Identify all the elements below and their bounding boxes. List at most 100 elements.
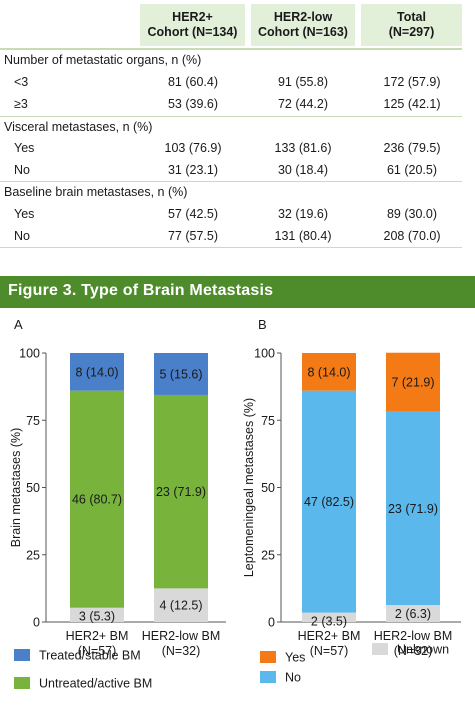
header-divider [0,48,462,50]
panel-label: A [14,317,23,332]
cell-total: 89 (30.0) [386,207,438,221]
row-label: Yes [14,141,35,155]
bar-segment [154,353,208,395]
row-label: No [14,229,30,243]
y-tick-label: 100 [254,347,275,361]
x-tick-label: HER2+ BM [66,629,129,643]
cell-her2plus: 31 (23.1) [167,163,219,177]
cell-total: 236 (79.5) [383,141,441,155]
cell-her2low: 131 (80.4) [274,229,332,243]
bar-segment [302,612,356,622]
y-tick-label: 0 [33,616,40,630]
data-label: 8 (14.0) [75,365,118,379]
x-tick-label: (N=57) [310,644,349,658]
data-label: 7 (21.9) [391,376,434,390]
y-tick-label: 25 [261,548,275,562]
legend-label: No [285,671,301,685]
table-row: ≥3 53 (39.6) 72 (44.2) 125 (42.1) [0,94,462,116]
x-tick-label: HER2-low BM [142,629,221,643]
bar-segment [386,352,440,412]
legend-swatch [372,643,388,655]
header-total-line1: Total [397,10,426,24]
bar-segment [154,394,208,589]
row-label: <3 [14,75,29,89]
data-label: 46 (80.7) [72,493,122,507]
table-row: Yes 103 (76.9) 133 (81.6) 236 (79.5) [0,138,462,160]
y-tick-label: 100 [19,347,40,361]
legend-swatch [14,677,30,689]
stacked-bar-charts: A Brain metastases (%) 0 25 50 75 100 3 (5.3) 46… [9,317,461,691]
cell-total: 172 (57.9) [383,75,441,89]
section-title: Visceral metastases, n (%) [4,120,153,134]
data-label: 23 (71.9) [156,485,206,499]
cell-her2low: 30 (18.4) [277,163,329,177]
bar-segment [70,390,124,608]
section-title-row: Visceral metastases, n (%) [0,117,462,139]
y-tick-label: 25 [26,548,40,562]
y-tick-label: 75 [26,414,40,428]
y-tick-label: 75 [261,414,275,428]
x-tick-label: (N=57) [78,644,117,658]
legend-label: Treated/stable BM [39,649,141,663]
x-tick-label: (N=32) [394,644,433,658]
x-tick-label: (N=32) [162,644,201,658]
data-label: 4 (12.5) [159,599,202,613]
section-title: Baseline brain metastases, n (%) [4,185,188,199]
data-label: 8 (14.0) [307,365,350,379]
header-her2plus-line1: HER2+ [172,10,213,24]
x-tick-label: HER2+ BM [298,629,361,643]
section-title-row: Baseline brain metastases, n (%) [0,182,462,204]
table-row: No 31 (23.1) 30 (18.4) 61 (20.5) [0,160,462,182]
y-axis-label: Leptomeningeal metastases (%) [242,398,256,577]
cell-total: 61 (20.5) [386,163,438,177]
cell-her2plus: 103 (76.9) [164,141,222,155]
y-tick-label: 50 [26,481,40,495]
y-axis-label: Brain metastases (%) [9,428,23,547]
legend-label: Untreated/active BM [39,677,152,691]
panel-label: B [258,317,267,332]
cell-total: 125 (42.1) [383,97,441,111]
y-tick-label: 50 [261,481,275,495]
table-row: No 77 (57.5) 131 (80.4) 208 (70.0) [0,226,462,248]
section-title-row: Number of metastatic organs, n (%) [0,50,462,72]
cell-her2plus: 57 (42.5) [167,207,219,221]
cell-her2plus: 53 (39.6) [167,97,219,111]
data-label: 5 (15.6) [159,367,202,381]
cell-her2low: 91 (55.8) [277,75,329,89]
row-label: ≥3 [14,97,28,111]
cell-her2low: 133 (81.6) [274,141,332,155]
section-divider [0,181,462,182]
data-label: 3 (5.3) [79,610,115,624]
header-her2plus: HER2+ Cohort (N=134) [140,4,245,46]
cell-her2plus: 81 (60.4) [167,75,219,89]
bar-segment [386,411,440,606]
section-title: Number of metastatic organs, n (%) [4,53,202,67]
data-label: 47 (82.5) [304,495,354,509]
cell-her2plus: 77 (57.5) [167,229,219,243]
bar-segment [154,588,208,622]
figure-title: Figure 3. Type of Brain Metastasis [8,282,274,299]
table-row: <3 81 (60.4) 91 (55.8) 172 (57.9) [0,72,462,94]
header-total-line2: (N=297) [388,25,435,39]
legend-swatch [260,671,276,683]
bar-segment [302,353,356,391]
y-tick-label: 0 [268,616,275,630]
header-her2low-line1: HER2-low [273,10,333,24]
row-label: Yes [14,207,35,221]
data-label: 2 (6.3) [395,607,431,621]
cell-her2low: 72 (44.2) [277,97,329,111]
header-her2plus-line2: Cohort (N=134) [147,25,238,39]
header-her2low-line2: Cohort (N=163) [258,25,348,39]
table-row: Yes 57 (42.5) 32 (19.6) 89 (30.0) [0,204,462,226]
cell-total: 208 (70.0) [383,229,441,243]
section-divider [0,116,462,117]
table-bottom-border [0,247,462,248]
cell-her2low: 32 (19.6) [277,207,329,221]
data-label: 23 (71.9) [388,502,438,516]
figure-banner: Figure 3. Type of Brain Metastasis [0,276,475,308]
legend-swatch [260,651,276,663]
bar-segment [386,605,440,622]
x-tick-label: HER2-low BM [374,629,453,643]
legend-label: Yes [285,651,305,665]
data-label: 2 (3.5) [311,615,347,629]
